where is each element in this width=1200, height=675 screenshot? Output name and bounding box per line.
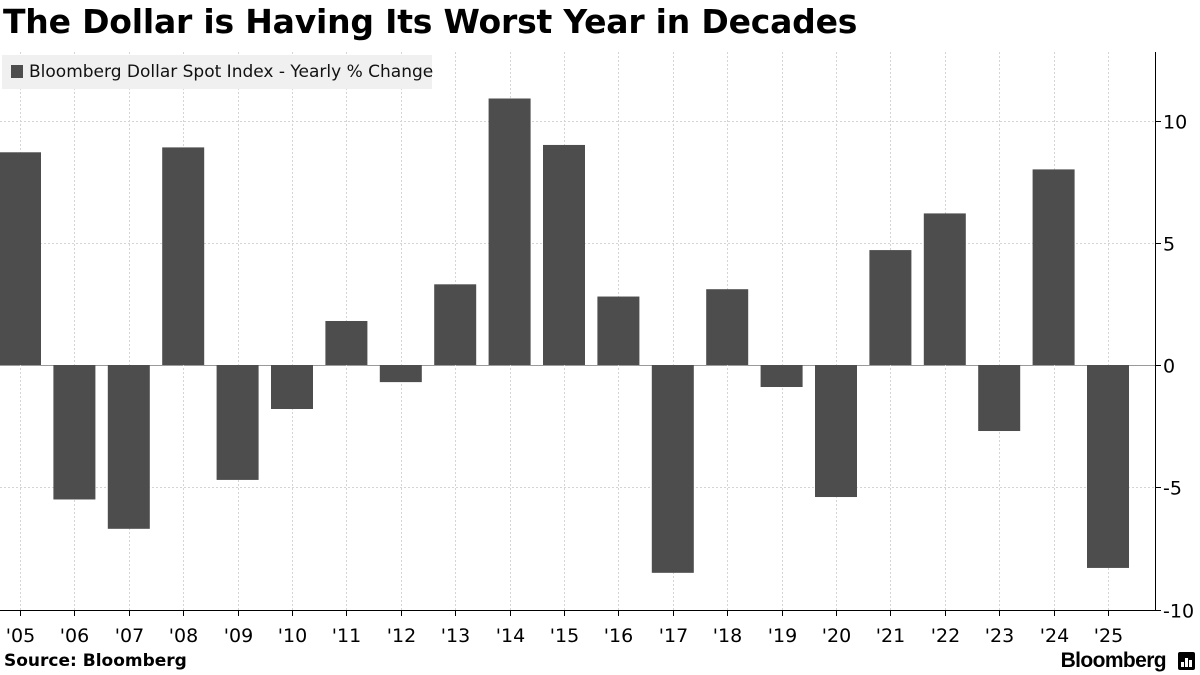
legend-swatch bbox=[11, 65, 23, 78]
chart-title: The Dollar is Having Its Worst Year in D… bbox=[3, 2, 858, 41]
x-tick-label: '16 bbox=[604, 625, 633, 647]
x-tick-label: '17 bbox=[659, 625, 688, 647]
x-tick-label: '21 bbox=[876, 625, 905, 647]
x-tick-label: '13 bbox=[441, 625, 470, 647]
x-tick-label: '18 bbox=[713, 625, 742, 647]
bar-12 bbox=[379, 365, 422, 383]
source-note: Source: Bloomberg bbox=[4, 651, 187, 671]
bar-07 bbox=[107, 365, 150, 529]
bar-15 bbox=[543, 144, 585, 365]
bar-08 bbox=[162, 147, 205, 365]
y-tick-label: 0 bbox=[1163, 356, 1175, 378]
x-tick-label: '05 bbox=[6, 625, 35, 647]
legend-label: Bloomberg Dollar Spot Index - Yearly % C… bbox=[29, 62, 434, 82]
bar-13 bbox=[434, 284, 477, 365]
bar-10 bbox=[271, 365, 313, 410]
bar-17 bbox=[651, 365, 694, 573]
bar-24 bbox=[1032, 169, 1075, 365]
brand-logo-text: Bloomberg bbox=[1060, 649, 1167, 672]
bars bbox=[0, 98, 1129, 573]
bar-18 bbox=[706, 289, 749, 365]
axes bbox=[0, 52, 1161, 616]
x-tick-label: '11 bbox=[332, 625, 361, 647]
x-tick-label: '24 bbox=[1040, 625, 1069, 647]
bar-21 bbox=[869, 250, 912, 365]
bar-20 bbox=[815, 365, 857, 498]
x-tick-label: '15 bbox=[550, 625, 579, 647]
x-tick-label: '20 bbox=[822, 625, 851, 647]
bar-11 bbox=[325, 320, 368, 365]
y-tick-label: -10 bbox=[1163, 601, 1194, 623]
legend: Bloomberg Dollar Spot Index - Yearly % C… bbox=[2, 55, 434, 89]
bar-chart-icon bbox=[1178, 652, 1195, 670]
bar-14 bbox=[488, 98, 531, 366]
x-tick-label: '25 bbox=[1094, 625, 1123, 647]
y-tick-label: -5 bbox=[1163, 478, 1182, 500]
x-tick-label: '12 bbox=[387, 625, 416, 647]
bar-19 bbox=[760, 365, 803, 388]
bar-16 bbox=[597, 296, 640, 365]
x-tick-label: '09 bbox=[224, 625, 253, 647]
y-tick-label: 10 bbox=[1163, 112, 1187, 134]
x-tick-label: '06 bbox=[60, 625, 89, 647]
bar-09 bbox=[216, 365, 259, 480]
bar-06 bbox=[53, 365, 96, 500]
x-tick-label: '10 bbox=[278, 625, 307, 647]
x-tick-label: '07 bbox=[115, 625, 144, 647]
y-tick-label: 5 bbox=[1163, 234, 1175, 256]
bar-05 bbox=[0, 152, 41, 365]
bar-25 bbox=[1087, 365, 1129, 568]
tick-labels: 10 5 0 -5 -10 '05 '06 '07 '08 '09 '10 '11 '12 '13 '14 '… bbox=[6, 112, 1194, 648]
x-tick-label: '23 bbox=[985, 625, 1014, 647]
x-tick-label: '14 bbox=[496, 625, 525, 647]
x-tick-label: '19 bbox=[768, 625, 797, 647]
x-tick-label: '08 bbox=[169, 625, 198, 647]
bar-23 bbox=[978, 365, 1021, 432]
bar-22 bbox=[923, 213, 966, 365]
x-tick-label: '22 bbox=[931, 625, 960, 647]
